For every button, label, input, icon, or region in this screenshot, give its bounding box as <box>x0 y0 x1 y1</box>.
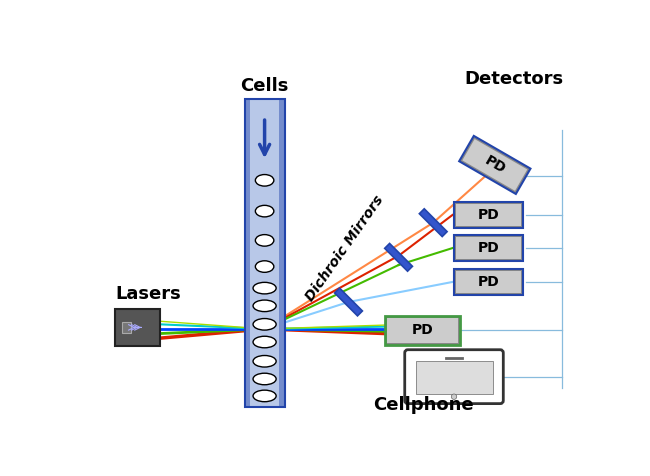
Ellipse shape <box>253 336 276 348</box>
FancyBboxPatch shape <box>385 316 460 345</box>
Bar <box>244 99 250 407</box>
Ellipse shape <box>255 205 274 217</box>
Bar <box>122 322 131 333</box>
Text: PD: PD <box>478 208 500 222</box>
Text: Lasers: Lasers <box>115 285 181 303</box>
Ellipse shape <box>253 300 276 312</box>
Text: PD: PD <box>411 324 434 337</box>
FancyBboxPatch shape <box>405 350 503 404</box>
Polygon shape <box>459 136 530 194</box>
Ellipse shape <box>253 390 276 402</box>
Ellipse shape <box>255 175 274 186</box>
Ellipse shape <box>253 318 276 330</box>
Bar <box>244 99 285 407</box>
FancyBboxPatch shape <box>454 202 523 228</box>
Ellipse shape <box>253 356 276 367</box>
Ellipse shape <box>255 235 274 246</box>
Circle shape <box>451 394 457 399</box>
Polygon shape <box>462 139 527 191</box>
Text: Cellphone: Cellphone <box>373 396 474 414</box>
Bar <box>387 318 458 343</box>
Text: PD: PD <box>478 241 500 255</box>
Bar <box>415 361 493 394</box>
Text: Dichroic Mirrors: Dichroic Mirrors <box>303 193 386 304</box>
Bar <box>280 99 285 407</box>
Bar <box>115 309 160 346</box>
Polygon shape <box>419 209 447 237</box>
Ellipse shape <box>253 373 276 385</box>
Text: Detectors: Detectors <box>465 69 564 88</box>
Polygon shape <box>335 288 363 316</box>
Ellipse shape <box>253 282 276 294</box>
Bar <box>456 271 521 293</box>
Bar <box>456 204 521 226</box>
Polygon shape <box>385 243 413 271</box>
Ellipse shape <box>255 261 274 272</box>
Text: PD: PD <box>482 153 508 177</box>
Bar <box>456 238 521 259</box>
FancyBboxPatch shape <box>454 269 523 295</box>
Text: PD: PD <box>478 275 500 289</box>
FancyBboxPatch shape <box>454 235 523 261</box>
Text: Cells: Cells <box>240 78 289 95</box>
